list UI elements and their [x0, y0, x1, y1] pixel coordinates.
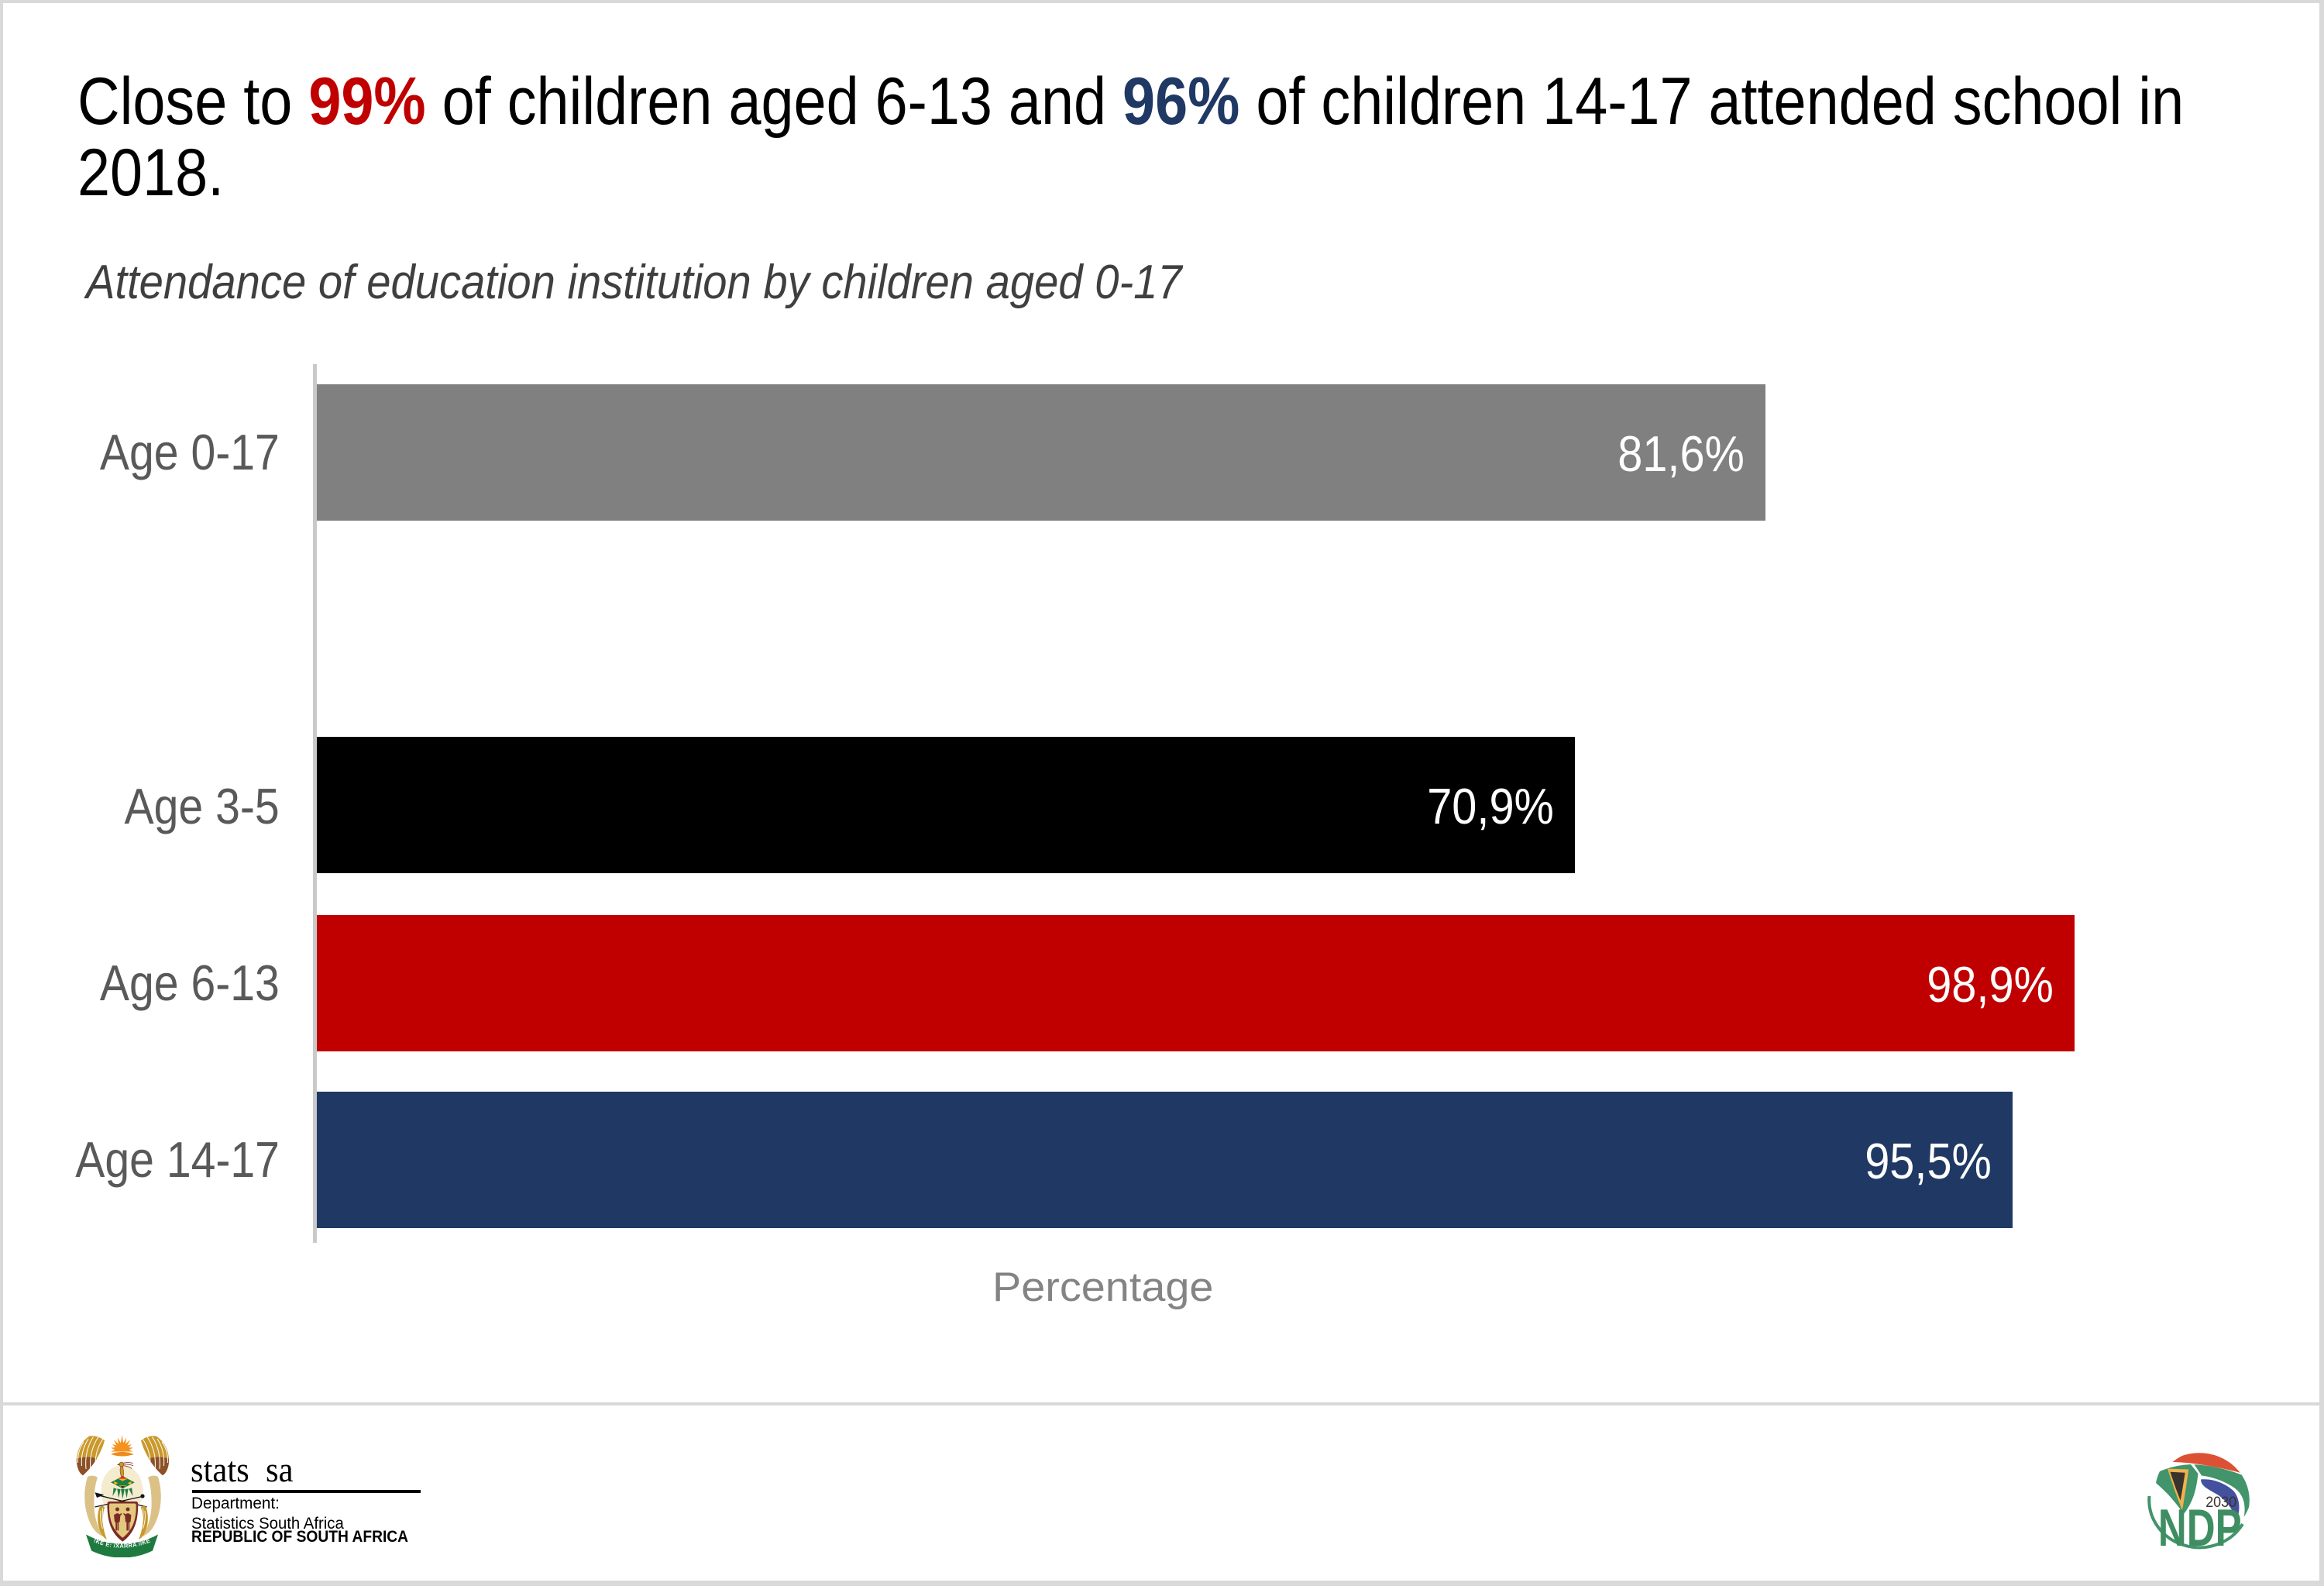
svg-text:2030: 2030 [2205, 1493, 2236, 1510]
svg-text:NDP: NDP [2158, 1498, 2242, 1551]
